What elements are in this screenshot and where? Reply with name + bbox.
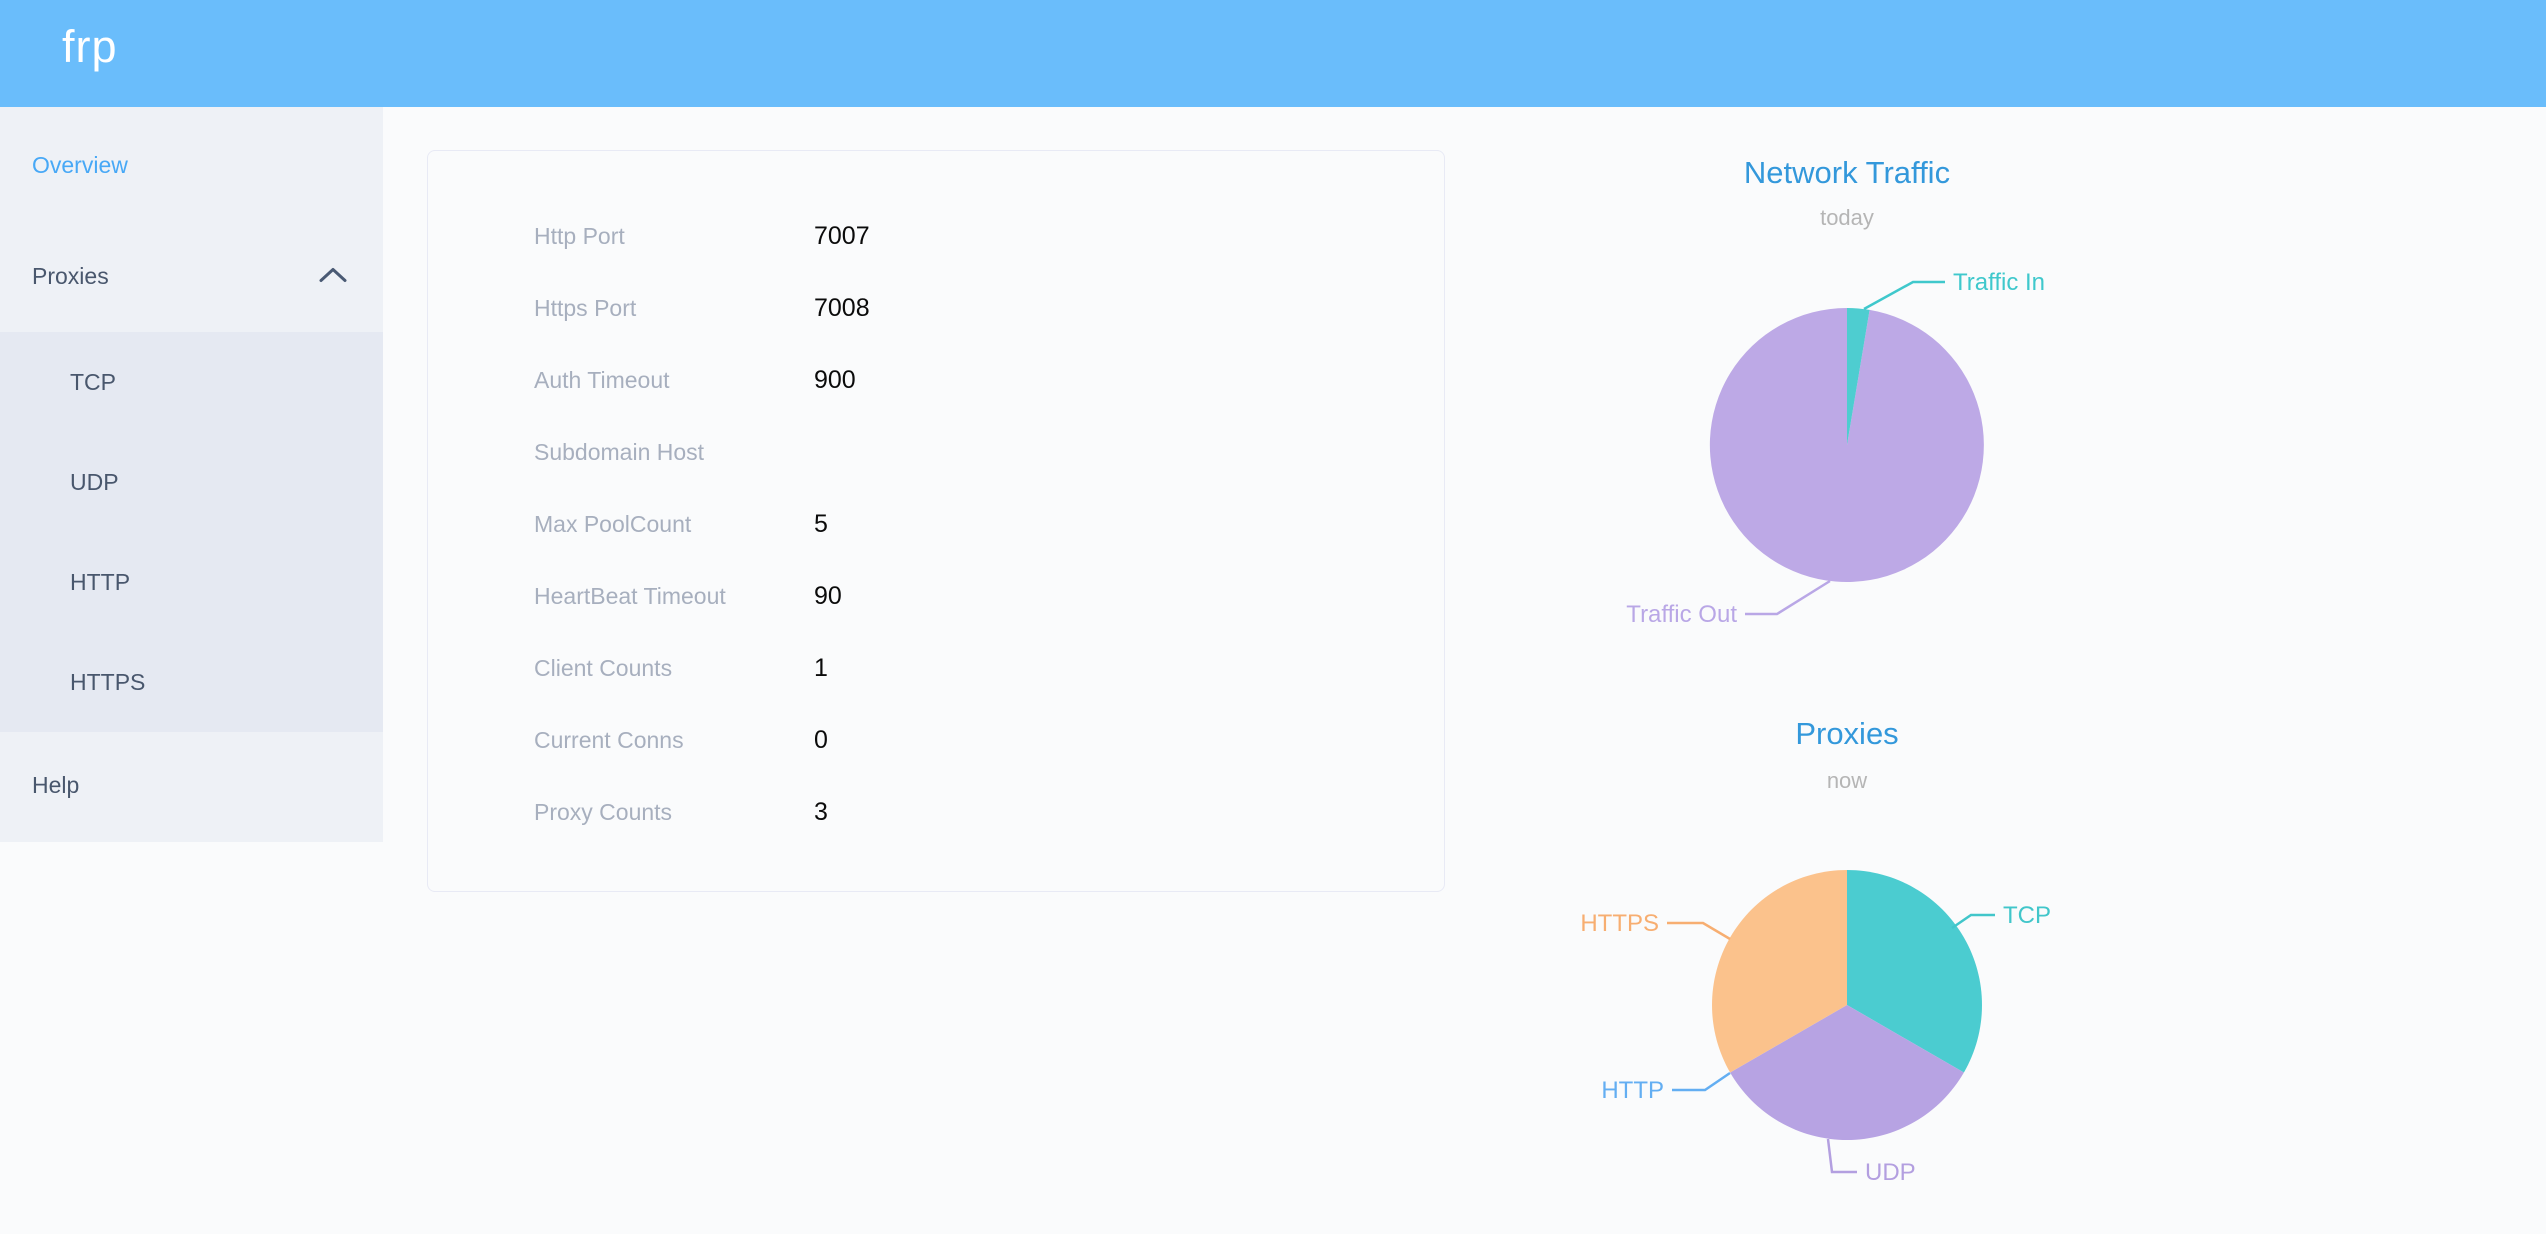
sidebar-item-help[interactable]: Help <box>0 732 383 838</box>
proxies-pie-chart: TCP HTTPS HTTP UDP <box>1580 870 2051 1186</box>
pie-slice-tcp[interactable] <box>1847 870 1982 1073</box>
info-label: Auth Timeout <box>534 366 670 393</box>
network-traffic-subtitle: today <box>1820 205 1874 230</box>
sidebar-item-tcp[interactable]: TCP <box>0 332 383 432</box>
info-label: Max PoolCount <box>534 510 692 537</box>
info-row: Https Port 7008 <box>428 272 1444 344</box>
network-traffic-title: Network Traffic <box>1743 155 1951 190</box>
traffic-in-label: Traffic In <box>1953 269 2045 296</box>
info-value: 90 <box>814 581 842 610</box>
pie-slice-traffic-in[interactable] <box>1847 308 1870 445</box>
sidebar-item-udp[interactable]: UDP <box>0 432 383 532</box>
info-row: Http Port 7007 <box>428 200 1444 272</box>
sidebar-item-overview[interactable]: Overview <box>0 110 383 220</box>
pie-slice-traffic-out[interactable] <box>1709 307 1984 582</box>
sidebar-item-label: HTTP <box>70 568 131 595</box>
udp-callout-line <box>1826 1138 1857 1174</box>
sidebar-item-label: UDP <box>70 468 119 495</box>
server-info-card: Http Port 7007 Https Port 7008 Auth Timeou… <box>427 150 1445 892</box>
sidebar-item-proxies[interactable]: Proxies <box>0 220 383 332</box>
info-value: 0 <box>814 725 828 754</box>
info-row: Current Conns 0 <box>428 704 1444 776</box>
tcp-label: TCP <box>2003 902 2051 929</box>
sidebar-item-label: Help <box>32 771 80 798</box>
tcp-callout-line <box>1951 913 1995 930</box>
info-row: Auth Timeout 900 <box>428 344 1444 416</box>
info-label: Proxy Counts <box>534 798 673 825</box>
chevron-up-icon[interactable] <box>319 263 347 290</box>
sidebar-item-label: HTTPS <box>70 668 146 695</box>
sidebar-nav: Overview Proxies TCP UDP HTTP HTTPS <box>0 107 383 842</box>
info-value: 3 <box>814 797 828 826</box>
info-label: Subdomain Host <box>534 438 705 465</box>
udp-label: UDP <box>1865 1159 1916 1186</box>
sidebar-item-http[interactable]: HTTP <box>0 532 383 632</box>
sidebar-item-https[interactable]: HTTPS <box>0 632 383 732</box>
info-row: HeartBeat Timeout 90 <box>428 560 1444 632</box>
traffic-out-callout-line <box>1745 579 1831 616</box>
https-label: HTTPS <box>1580 910 1659 937</box>
top-header-bar: frp <box>0 0 2546 107</box>
info-value: 1 <box>814 653 828 682</box>
info-value: 7007 <box>814 221 870 250</box>
traffic-in-callout-line <box>1863 280 1945 311</box>
info-row: Subdomain Host <box>428 416 1444 488</box>
info-value: 900 <box>814 365 856 394</box>
network-traffic-pie-chart: Traffic In Traffic Out <box>1626 269 2045 628</box>
info-label: Http Port <box>534 222 625 249</box>
sidebar-item-label: Proxies <box>32 262 109 289</box>
traffic-out-label: Traffic Out <box>1626 601 1737 628</box>
info-row: Client Counts 1 <box>428 632 1444 704</box>
http-callout-line <box>1672 1071 1731 1092</box>
info-label: HeartBeat Timeout <box>534 582 726 609</box>
info-label: Https Port <box>534 294 637 321</box>
sidebar-submenu-proxies: TCP UDP HTTP HTTPS <box>0 332 383 732</box>
info-row: Proxy Counts 3 <box>428 776 1444 848</box>
proxies-chart-subtitle: now <box>1826 768 1868 793</box>
info-label: Client Counts <box>534 654 673 681</box>
info-value: 5 <box>814 509 828 538</box>
pie-slice-https[interactable] <box>1712 870 1847 1073</box>
sidebar-item-label: Overview <box>32 151 128 178</box>
http-label: HTTP <box>1601 1077 1664 1104</box>
info-row: Max PoolCount 5 <box>428 488 1444 560</box>
proxies-chart-title: Proxies <box>1795 716 1899 751</box>
pie-slice-udp[interactable] <box>1730 1005 1964 1140</box>
info-label: Current Conns <box>534 726 684 753</box>
https-callout-line <box>1667 921 1731 941</box>
app-logo: frp <box>62 20 118 72</box>
sidebar-item-label: TCP <box>70 368 116 395</box>
info-value: 7008 <box>814 293 870 322</box>
